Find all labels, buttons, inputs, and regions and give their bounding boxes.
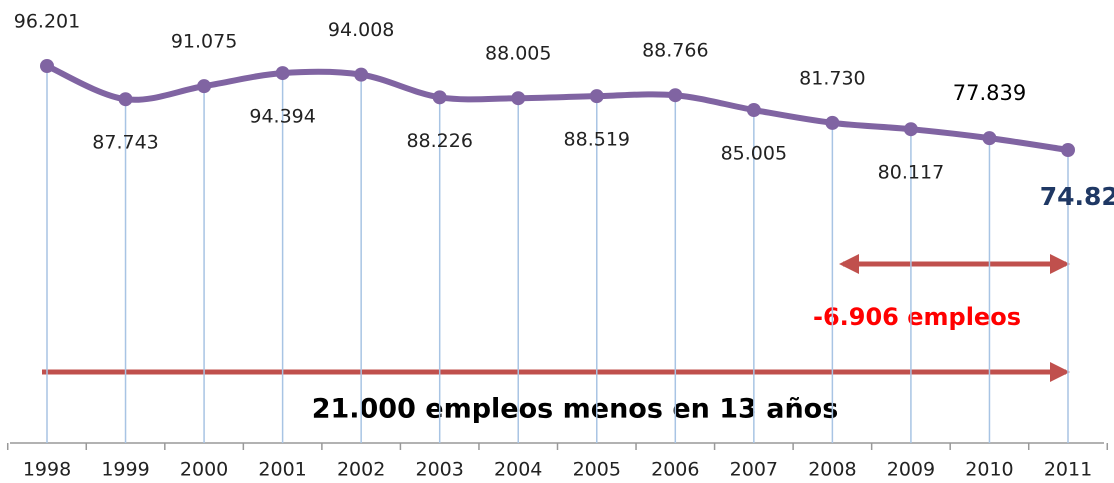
point [40,59,54,73]
data-label: 87.743 [92,132,158,154]
x-tick-label: 2006 [651,459,699,481]
point [432,90,447,105]
point [668,88,683,103]
data-label: 88.005 [485,43,551,65]
x-tick-label: 1999 [101,459,149,481]
x-tick-label: 2001 [258,459,306,481]
x-tick-label: 2002 [337,459,385,481]
data-label: 88.226 [406,130,472,152]
x-tick-label: 2008 [808,459,856,481]
x-tick-label: 2011 [1044,459,1092,481]
data-label: 91.075 [171,31,237,53]
data-label: 88.766 [642,40,708,62]
x-tick-label: 2007 [730,459,778,481]
point [589,89,604,104]
data-label: 85.005 [721,142,787,164]
data-label: 96.201 [14,11,80,33]
point [354,67,369,82]
x-tick-label: 2004 [494,459,542,481]
point [1061,143,1075,157]
data-label: 94.394 [249,106,315,128]
point [903,122,918,137]
x-tick-label: 2009 [887,459,935,481]
data-label: 81.730 [799,67,865,89]
point [825,115,840,130]
line [45,63,1069,153]
data-label: 77.839 [953,81,1026,105]
point [275,66,290,81]
x-tick-label: 2003 [416,459,464,481]
data-label: 94.008 [328,19,394,41]
annotation: 21.000 empleos menos en 13 años [312,394,839,425]
point [982,131,997,146]
point [118,92,133,107]
data-label: 88.519 [564,129,630,151]
x-tick-label: 2000 [180,459,228,481]
point [197,79,212,94]
x-tick-label: 1998 [23,459,71,481]
data-label: 80.117 [878,162,944,184]
annotation: -6.906 empleos [813,303,1021,331]
point [511,91,526,106]
x-tick-label: 2005 [573,459,621,481]
data-label: 74.824 [1040,182,1114,211]
point [746,102,761,117]
x-tick-label: 2010 [965,459,1013,481]
